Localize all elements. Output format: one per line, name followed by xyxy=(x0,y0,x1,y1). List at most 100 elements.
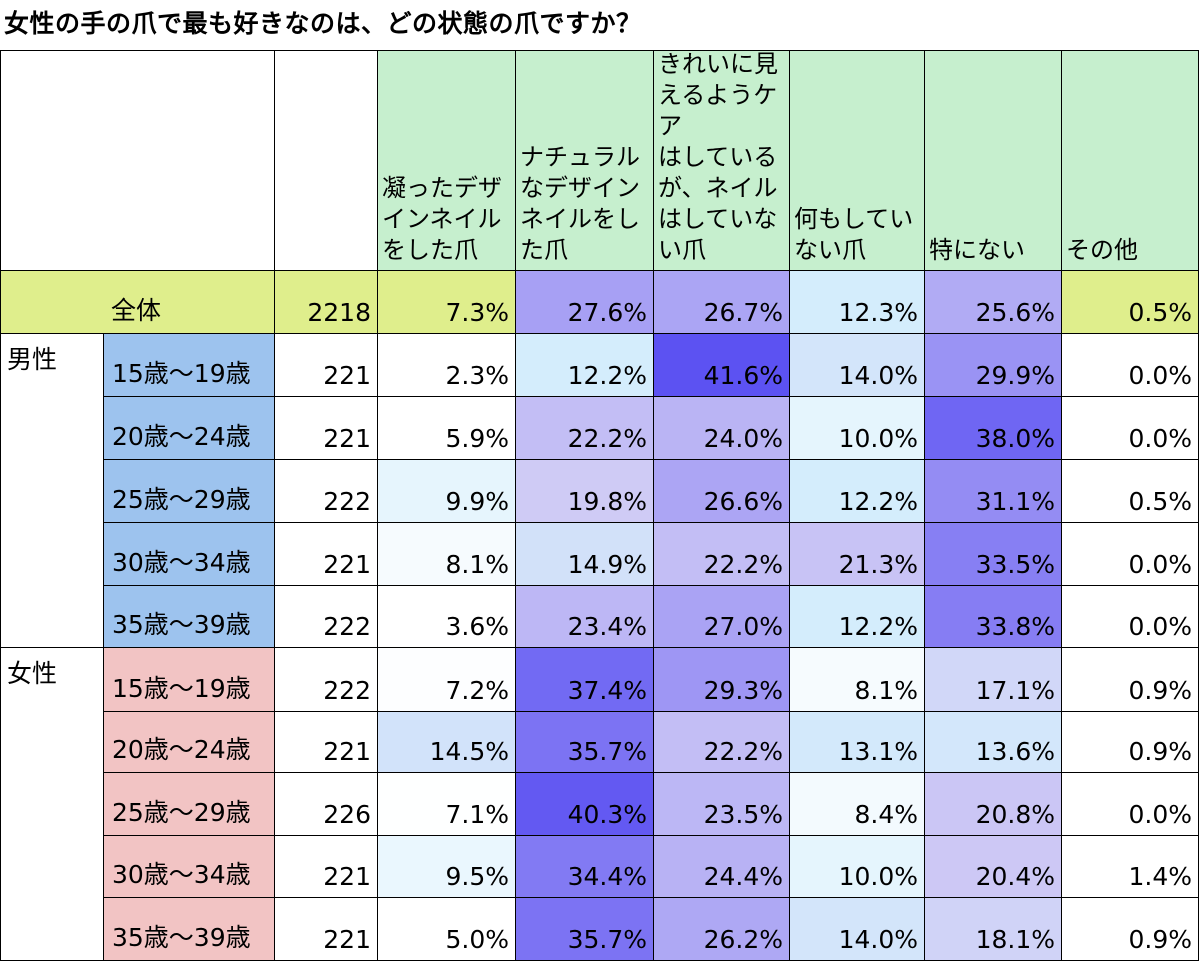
data-cell: 29.9% xyxy=(925,334,1062,397)
data-cell: 19.8% xyxy=(516,460,654,523)
data-cell: 5.9% xyxy=(378,397,516,460)
total-n: 2218 xyxy=(275,271,378,334)
header-n-cell xyxy=(275,50,378,271)
data-cell: 0.0% xyxy=(1062,334,1199,397)
sample-size: 221 xyxy=(275,836,378,898)
age-label: 30歳～34歳 xyxy=(104,523,275,586)
sample-size: 221 xyxy=(275,523,378,586)
data-cell: 27.0% xyxy=(654,586,790,648)
data-cell: 26.2% xyxy=(654,898,790,961)
total-value: 12.3% xyxy=(790,271,925,334)
data-cell: 34.4% xyxy=(516,836,654,898)
data-cell: 0.9% xyxy=(1062,712,1199,773)
column-header: その他 xyxy=(1062,50,1199,271)
sample-size: 222 xyxy=(275,586,378,648)
data-cell: 17.1% xyxy=(925,648,1062,712)
data-cell: 35.7% xyxy=(516,712,654,773)
data-cell: 33.5% xyxy=(925,523,1062,586)
data-cell: 2.3% xyxy=(378,334,516,397)
data-cell: 0.0% xyxy=(1062,773,1199,836)
table-title: 女性の手の爪で最も好きなのは、どの状態の爪ですか？ xyxy=(4,9,642,38)
total-label: 全体 xyxy=(0,271,275,334)
data-cell: 21.3% xyxy=(790,523,925,586)
total-value: 7.3% xyxy=(378,271,516,334)
group-label: 男性 xyxy=(0,334,104,648)
data-cell: 31.1% xyxy=(925,460,1062,523)
data-cell: 0.9% xyxy=(1062,648,1199,712)
data-cell: 18.1% xyxy=(925,898,1062,961)
data-cell: 26.6% xyxy=(654,460,790,523)
data-cell: 23.4% xyxy=(516,586,654,648)
age-label: 35歳～39歳 xyxy=(104,586,275,648)
data-cell: 14.0% xyxy=(790,334,925,397)
data-cell: 5.0% xyxy=(378,898,516,961)
data-cell: 12.2% xyxy=(790,460,925,523)
data-cell: 13.1% xyxy=(790,712,925,773)
data-cell: 14.9% xyxy=(516,523,654,586)
sample-size: 226 xyxy=(275,773,378,836)
column-header: 特にない xyxy=(925,50,1062,271)
data-cell: 8.4% xyxy=(790,773,925,836)
total-value: 27.6% xyxy=(516,271,654,334)
data-cell: 13.6% xyxy=(925,712,1062,773)
data-cell: 7.1% xyxy=(378,773,516,836)
data-cell: 10.0% xyxy=(790,397,925,460)
data-cell: 0.5% xyxy=(1062,460,1199,523)
data-cell: 8.1% xyxy=(378,523,516,586)
data-cell: 38.0% xyxy=(925,397,1062,460)
sample-size: 222 xyxy=(275,460,378,523)
data-cell: 29.3% xyxy=(654,648,790,712)
data-cell: 8.1% xyxy=(790,648,925,712)
data-cell: 7.2% xyxy=(378,648,516,712)
column-header: きれいに見 えるようケア はしている が、ネイル はしていな い爪 xyxy=(654,50,790,271)
data-cell: 14.0% xyxy=(790,898,925,961)
data-cell: 9.5% xyxy=(378,836,516,898)
sample-size: 221 xyxy=(275,334,378,397)
data-cell: 22.2% xyxy=(654,523,790,586)
age-label: 25歳～29歳 xyxy=(104,773,275,836)
data-cell: 12.2% xyxy=(516,334,654,397)
age-label: 20歳～24歳 xyxy=(104,712,275,773)
data-cell: 0.0% xyxy=(1062,397,1199,460)
data-cell: 35.7% xyxy=(516,898,654,961)
data-cell: 0.0% xyxy=(1062,523,1199,586)
data-cell: 24.4% xyxy=(654,836,790,898)
age-label: 30歳～34歳 xyxy=(104,836,275,898)
column-header: 凝ったデザ インネイル をした爪 xyxy=(378,50,516,271)
data-cell: 3.6% xyxy=(378,586,516,648)
total-value: 25.6% xyxy=(925,271,1062,334)
age-label: 25歳～29歳 xyxy=(104,460,275,523)
sample-size: 222 xyxy=(275,648,378,712)
data-cell: 0.0% xyxy=(1062,586,1199,648)
total-value: 0.5% xyxy=(1062,271,1199,334)
data-cell: 1.4% xyxy=(1062,836,1199,898)
data-cell: 33.8% xyxy=(925,586,1062,648)
sample-size: 221 xyxy=(275,712,378,773)
data-cell: 14.5% xyxy=(378,712,516,773)
sample-size: 221 xyxy=(275,898,378,961)
data-cell: 40.3% xyxy=(516,773,654,836)
data-cell: 41.6% xyxy=(654,334,790,397)
age-label: 15歳～19歳 xyxy=(104,648,275,712)
age-label: 20歳～24歳 xyxy=(104,397,275,460)
data-cell: 10.0% xyxy=(790,836,925,898)
group-label: 女性 xyxy=(0,648,104,961)
age-label: 35歳～39歳 xyxy=(104,898,275,961)
data-cell: 24.0% xyxy=(654,397,790,460)
data-cell: 22.2% xyxy=(654,712,790,773)
data-cell: 20.8% xyxy=(925,773,1062,836)
data-cell: 23.5% xyxy=(654,773,790,836)
sample-size: 221 xyxy=(275,397,378,460)
total-value: 26.7% xyxy=(654,271,790,334)
column-header: ナチュラル なデザイン ネイルをし た爪 xyxy=(516,50,654,271)
data-cell: 37.4% xyxy=(516,648,654,712)
age-label: 15歳～19歳 xyxy=(104,334,275,397)
data-cell: 0.9% xyxy=(1062,898,1199,961)
data-cell: 20.4% xyxy=(925,836,1062,898)
header-blank-cell xyxy=(0,50,275,271)
data-cell: 22.2% xyxy=(516,397,654,460)
data-cell: 12.2% xyxy=(790,586,925,648)
data-cell: 9.9% xyxy=(378,460,516,523)
column-header: 何もしてい ない爪 xyxy=(790,50,925,271)
